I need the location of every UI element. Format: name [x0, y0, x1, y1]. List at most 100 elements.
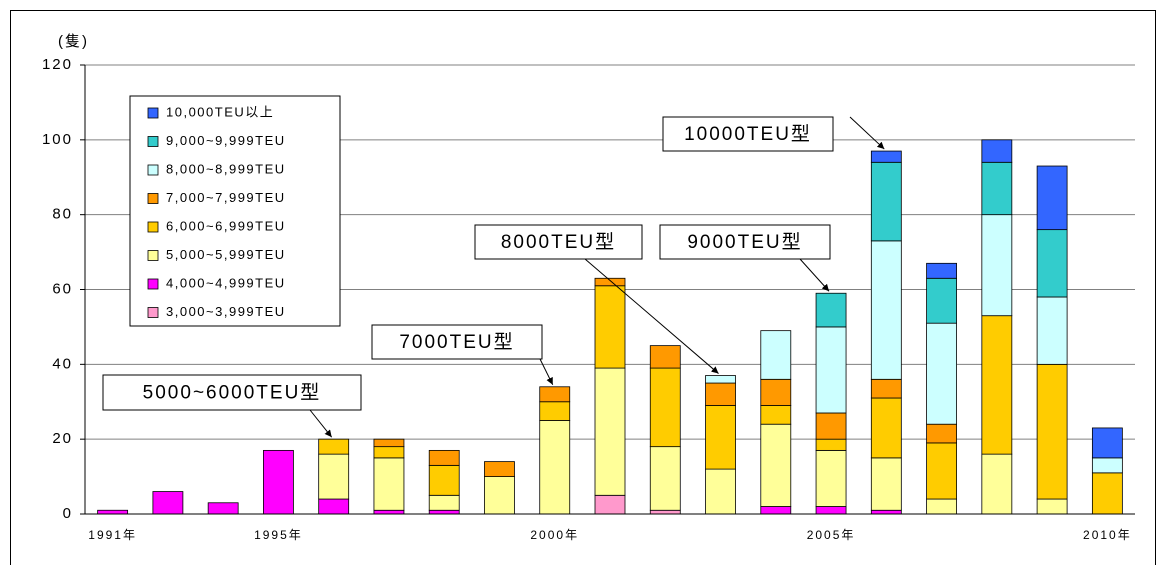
legend-swatch [147, 221, 159, 233]
legend-swatch [147, 136, 159, 147]
bar-segment [649, 345, 681, 369]
bar-segment [1091, 457, 1123, 474]
bar-segment [594, 285, 626, 369]
y-tick-label: 0 [63, 505, 73, 522]
bar-segment [981, 139, 1013, 163]
bar-segment [981, 214, 1013, 317]
bar-segment [428, 509, 460, 515]
bar-segment [815, 326, 847, 414]
bar-segment [815, 449, 847, 507]
bar-segment [1036, 498, 1068, 515]
bar-segment [760, 405, 792, 425]
y-tick-label: 80 [52, 206, 73, 223]
legend-swatch [147, 278, 159, 290]
frame [10, 10, 1156, 565]
x-tick-label: 2005年 [807, 528, 856, 542]
bar-segment [870, 161, 902, 242]
bar-segment [815, 438, 847, 451]
legend-swatch [147, 307, 159, 318]
y-tick-label: 20 [52, 430, 73, 447]
bar-segment [649, 509, 681, 515]
bar-segment [594, 494, 626, 515]
legend-label: 9,000~9,999TEU [166, 133, 286, 148]
bar-segment [318, 498, 350, 515]
bar-segment [870, 457, 902, 511]
annotation: 8000TEU型 [501, 231, 616, 253]
annotation-arrow [799, 258, 830, 292]
y-tick-label: 60 [52, 280, 73, 297]
bar-segment [428, 449, 460, 466]
bar-segment [649, 367, 681, 448]
bar-segment [373, 438, 405, 448]
annotation-arrow [539, 358, 554, 386]
bar-segment [373, 446, 405, 459]
legend-label: 3,000~3,999TEU [166, 304, 286, 319]
bar-segment [1036, 229, 1068, 298]
bar-segment [981, 161, 1013, 216]
legend-label: 6,000~6,999TEU [166, 218, 286, 233]
annotation: 5000~6000TEU型 [143, 382, 322, 404]
bar-segment [1036, 296, 1068, 365]
annotation-arrow [849, 116, 885, 150]
x-tick-label: 2010年 [1083, 528, 1132, 542]
bar-segment [815, 412, 847, 440]
legend-swatch [147, 250, 159, 261]
bar-segment [926, 423, 957, 444]
y-tick-label: 40 [52, 355, 73, 372]
annotation-box [659, 224, 831, 260]
annotation-box [662, 116, 834, 152]
bar-segment [870, 378, 902, 399]
annotation: 7000TEU型 [399, 331, 514, 353]
bar-segment [870, 509, 902, 515]
bar-segment [926, 262, 957, 279]
bar-segment [926, 498, 957, 515]
annotation: 9000TEU型 [687, 231, 802, 253]
annotation: 10000TEU型 [684, 123, 812, 145]
bar-segment [539, 420, 571, 515]
annotation-box [371, 324, 543, 360]
y-unit-label: (隻) [58, 33, 89, 50]
bar-segment [815, 506, 847, 515]
bar-segment [373, 457, 405, 511]
bar-segment [428, 464, 460, 496]
bar-segment [981, 315, 1013, 455]
legend-swatch [147, 164, 159, 176]
annotation-arrow [584, 258, 719, 374]
bar-segment [263, 449, 294, 515]
legend-label: 10,000TEU以上 [166, 104, 274, 119]
y-tick-label: 100 [42, 131, 73, 148]
bar-segment [926, 277, 957, 324]
bar-segment [484, 476, 515, 515]
bar-segment [1091, 472, 1123, 515]
x-tick-label: 1991年 [88, 528, 137, 542]
bar-segment [152, 491, 184, 515]
bar-segment [207, 502, 239, 515]
bar-segment [1036, 363, 1068, 500]
bar-segment [760, 378, 792, 406]
bar-segment [539, 401, 571, 421]
bar-segment [318, 438, 350, 455]
bar-segment [484, 461, 515, 477]
bar-segment [428, 494, 460, 511]
bar-segment [705, 468, 736, 515]
bar-segment [594, 367, 626, 496]
bar-segment [815, 292, 847, 328]
legend-label: 8,000~8,999TEU [166, 161, 286, 176]
bar-segment [318, 453, 350, 500]
bar-segment [705, 375, 736, 384]
annotation-box [474, 224, 643, 260]
bar-segment [1036, 165, 1068, 231]
legend [129, 95, 341, 327]
bar-segment [760, 423, 792, 507]
annotation-box [102, 374, 362, 411]
bar-segment [760, 330, 792, 380]
bar-segment [870, 240, 902, 380]
bar-segment [926, 322, 957, 425]
bar-segment [981, 453, 1013, 515]
x-tick-label: 1995年 [254, 528, 303, 542]
y-tick-label: 120 [42, 56, 73, 73]
bar-segment [373, 509, 405, 515]
x-tick-label: 2000年 [530, 528, 579, 542]
bar-segment [1091, 427, 1123, 459]
